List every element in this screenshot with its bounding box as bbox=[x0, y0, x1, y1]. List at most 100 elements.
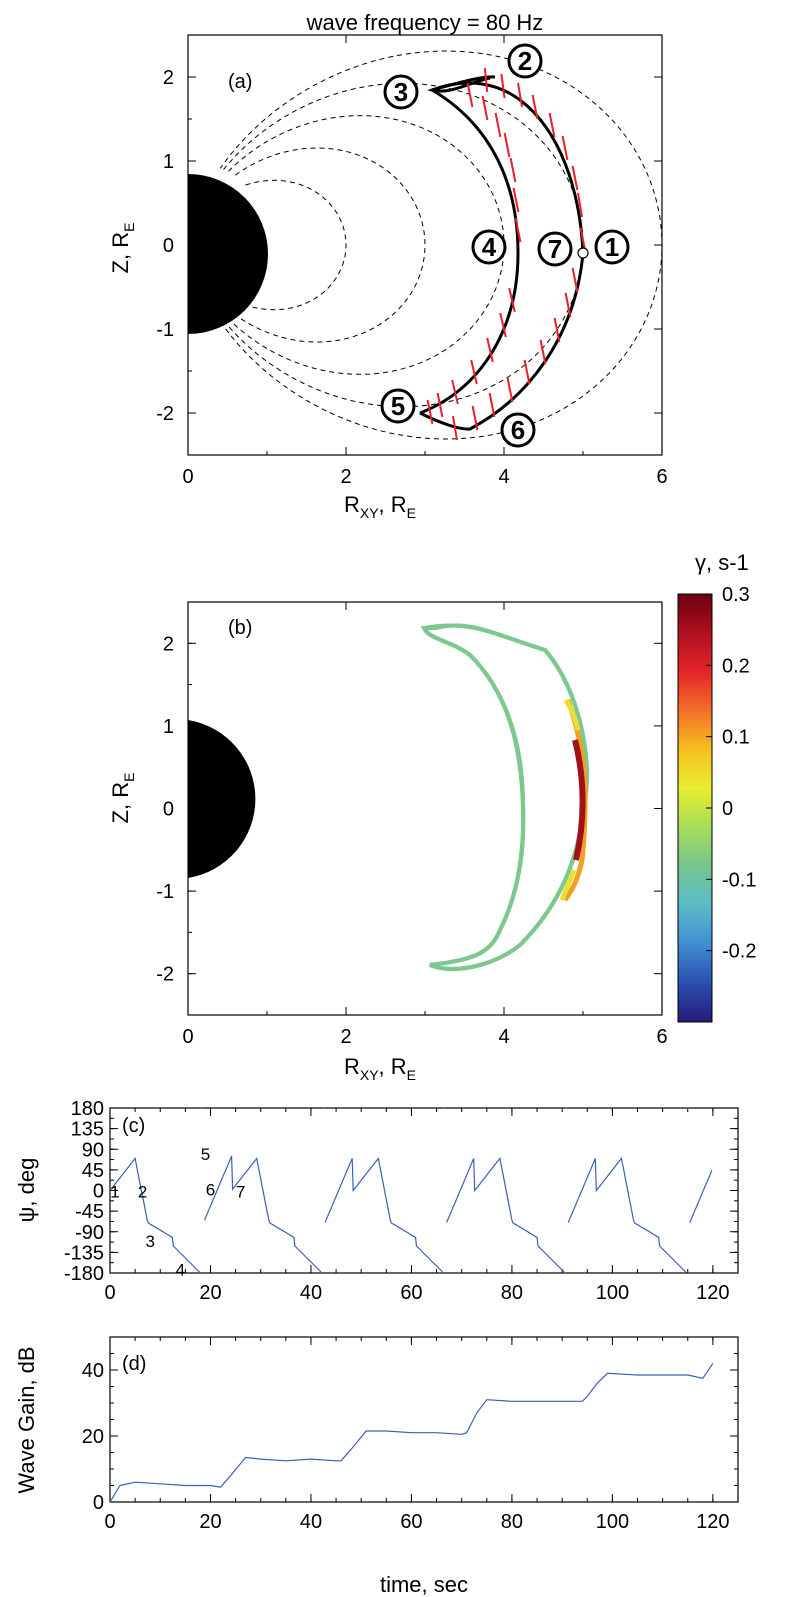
panel-b-ylabel: Z, RE bbox=[108, 773, 137, 824]
ray-point-label: 1 bbox=[605, 232, 619, 262]
figure-title: wave frequency = 80 Hz bbox=[306, 10, 544, 35]
x-tick-label: 60 bbox=[400, 1511, 422, 1533]
wave-normal-tick bbox=[523, 359, 531, 385]
panel-d-frame bbox=[109, 1336, 739, 1503]
ray-point-circle bbox=[500, 412, 536, 448]
psi-series-line bbox=[110, 1108, 713, 1273]
colorbar-tick-label: -0.2 bbox=[722, 941, 756, 963]
x-tick-label: 2 bbox=[340, 1026, 351, 1048]
y-tick-label: 2 bbox=[163, 633, 174, 655]
earth-disc bbox=[188, 174, 268, 334]
ray-point-circle bbox=[383, 74, 419, 110]
field-line-L6 bbox=[219, 50, 662, 440]
x-tick-label: 20 bbox=[199, 1511, 221, 1533]
x-tick-label: 0 bbox=[104, 1282, 115, 1304]
y-tick-label: -45 bbox=[75, 1201, 104, 1223]
panel-a-ylabel: Z, RE bbox=[108, 223, 137, 274]
field-line-L4 bbox=[227, 115, 505, 375]
wave-normal-tick bbox=[471, 405, 479, 431]
y-tick-label: 20 bbox=[82, 1426, 104, 1448]
wave-normal-tick bbox=[517, 82, 523, 108]
panel-c-ylabel: ψ, deg bbox=[14, 1158, 39, 1223]
y-tick-label: 0 bbox=[163, 235, 174, 257]
colorbar-label: γ, s-1 bbox=[695, 550, 749, 575]
x-tick-label: 4 bbox=[498, 1026, 509, 1048]
wave-normal-tick bbox=[488, 392, 496, 418]
wave-normal-tick bbox=[508, 287, 516, 313]
wave-gain-series-line bbox=[109, 1363, 714, 1503]
psi-annotation: 6 bbox=[206, 1181, 215, 1200]
panel-c: 0 20 40 60 80 100 12018013590450-45-90-135-180… bbox=[14, 1098, 739, 1304]
wave-normal-tick bbox=[531, 94, 539, 120]
colorbar-tick-label: 0.1 bbox=[722, 727, 750, 749]
x-tick-label: 80 bbox=[501, 1282, 523, 1304]
colorbar-tick-label: 0 bbox=[722, 798, 733, 820]
panel-b-xlabel: RXY, RE bbox=[344, 1054, 416, 1083]
wave-normal-tick bbox=[481, 95, 489, 121]
panel-a-xlabel: RXY, RE bbox=[344, 492, 416, 521]
panel-b-frame bbox=[187, 601, 663, 1016]
x-tick-label: 120 bbox=[696, 1511, 729, 1533]
x-tick-label: 4 bbox=[498, 466, 509, 488]
x-tick-label: 100 bbox=[596, 1282, 629, 1304]
wave-normal-tick bbox=[470, 359, 478, 385]
wave-normal-tick bbox=[548, 112, 556, 138]
y-tick-label: 1 bbox=[163, 716, 174, 738]
ray-point-label: 4 bbox=[482, 232, 497, 262]
wave-normal-tick bbox=[452, 415, 458, 441]
wave-normal-tick bbox=[486, 337, 494, 363]
ray-path-lower bbox=[419, 252, 585, 431]
x-tick-label: 40 bbox=[300, 1511, 322, 1533]
x-tick-label: 20 bbox=[199, 1282, 221, 1304]
ray-point-markers: 1 2 3 4 5 6 7 bbox=[380, 43, 630, 448]
panel-b: 0 2 4 6 2 1 0 -1 -2 (b) RXY, RE Z, RE γ, s-1 0.3… bbox=[108, 550, 756, 1083]
ray-path-top-edge bbox=[431, 75, 496, 92]
x-tick-label: 6 bbox=[656, 1026, 667, 1048]
panel-c-label: (c) bbox=[122, 1115, 145, 1137]
panel-d-ylabel: Wave Gain, dB bbox=[14, 1346, 39, 1493]
x-tick-label: 120 bbox=[696, 1282, 729, 1304]
y-tick-label: 90 bbox=[82, 1139, 104, 1161]
panel-b-label: (b) bbox=[228, 617, 252, 639]
psi-annotation: 1 bbox=[110, 1183, 119, 1202]
y-tick-label: 0 bbox=[93, 1492, 104, 1514]
wave-normal-tick bbox=[509, 157, 517, 183]
wave-normal-tick bbox=[561, 135, 569, 161]
start-point-marker bbox=[577, 247, 589, 259]
y-tick-label: -2 bbox=[156, 964, 174, 986]
x-tick-label: 80 bbox=[501, 1511, 523, 1533]
y-tick-label: 135 bbox=[71, 1119, 104, 1141]
y-tick-label: -2 bbox=[156, 403, 174, 425]
y-tick-label: 180 bbox=[71, 1098, 104, 1120]
wave-normal-ticks bbox=[426, 67, 587, 441]
panel-d-label: (d) bbox=[122, 1353, 146, 1375]
y-tick-label: 1 bbox=[163, 151, 174, 173]
ray-point-label: 5 bbox=[391, 391, 405, 421]
x-tick-label: 2 bbox=[340, 466, 351, 488]
colorbar-ticks: 0.3 0.2 0.1 0 -0.1 -0.2 bbox=[706, 584, 756, 963]
wave-normal-tick bbox=[483, 67, 489, 93]
panel-a-label: (a) bbox=[228, 71, 252, 93]
panel-d: 0 20 40 60 80 100 120 40 20 0 (d) Wave Gain, dB t… bbox=[14, 1336, 739, 1597]
wave-normal-tick bbox=[514, 217, 522, 243]
wave-normal-tick bbox=[577, 192, 583, 218]
y-tick-label: -135 bbox=[64, 1242, 104, 1264]
y-tick-label: 0 bbox=[93, 1181, 104, 1203]
x-tick-label: 60 bbox=[400, 1282, 422, 1304]
wave-normal-tick bbox=[512, 187, 520, 213]
ray-point-circle bbox=[380, 388, 416, 424]
wave-normal-tick bbox=[571, 165, 579, 191]
panel-d-axes: 0 20 40 60 80 100 120 40 20 0 bbox=[82, 1336, 739, 1533]
field-line-L5 bbox=[222, 82, 584, 408]
wave-normal-tick bbox=[553, 317, 561, 343]
wave-normal-tick bbox=[503, 132, 511, 158]
y-tick-label: -1 bbox=[156, 881, 174, 903]
panel-b-axes: 0 2 4 6 2 1 0 -1 -2 bbox=[156, 601, 668, 1048]
x-tick-label: 0 bbox=[182, 1026, 193, 1048]
wave-normal-tick bbox=[436, 392, 444, 418]
x-tick-label: 0 bbox=[182, 466, 193, 488]
psi-annotation: 7 bbox=[236, 1183, 245, 1202]
panel-d-xlabel: time, sec bbox=[380, 1572, 468, 1597]
x-tick-label: 0 bbox=[104, 1511, 115, 1533]
